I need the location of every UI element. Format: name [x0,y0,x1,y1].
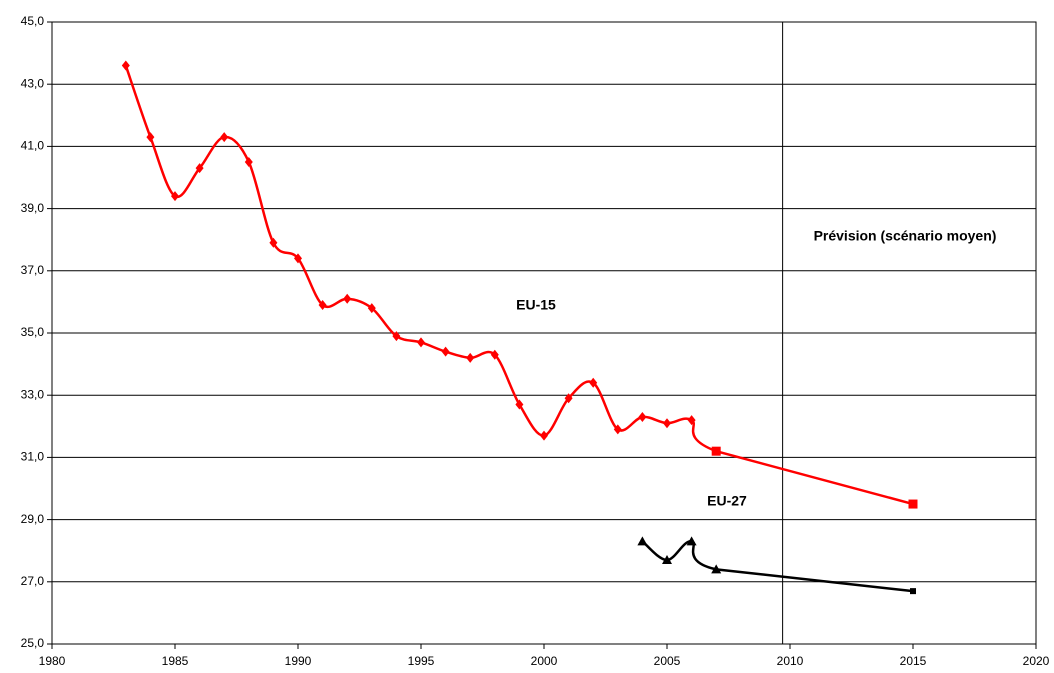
marker [910,588,916,595]
y-tick-label: 27,0 [21,574,45,588]
y-tick-label: 45,0 [21,14,45,28]
y-tick-label: 37,0 [21,263,45,277]
marker [637,536,648,546]
marker [294,253,302,264]
x-tick-label: 1990 [285,654,312,668]
marker [367,303,376,314]
x-tick-label: 1985 [162,654,189,668]
y-tick-label: 43,0 [21,76,45,90]
marker [146,132,155,143]
y-tick-label: 25,0 [21,636,45,650]
marker [392,331,401,342]
marker [244,156,253,167]
x-tick-label: 2000 [531,654,558,668]
marker [686,536,697,546]
marker [121,60,130,71]
marker [589,377,598,388]
marker [490,349,499,360]
marker [466,352,475,363]
x-tick-label: 2015 [900,654,927,668]
marker [540,430,548,441]
marker [663,418,671,429]
marker [638,411,647,422]
marker [171,191,179,202]
y-tick-label: 31,0 [21,450,45,464]
marker [269,237,278,248]
x-tick-label: 2005 [654,654,681,668]
series-line [641,540,914,593]
marker [564,393,573,404]
marker [711,564,722,574]
marker [662,555,672,565]
marker [417,337,425,348]
marker [343,293,352,304]
series-label: EU-27 [707,493,747,509]
marker [515,399,524,410]
y-tick-label: 33,0 [21,387,45,401]
marker [613,424,622,435]
y-tick-label: 35,0 [21,325,45,339]
series-line [124,65,914,506]
y-tick-label: 29,0 [21,512,45,526]
marker [318,300,327,311]
x-tick-label: 2010 [777,654,804,668]
marker [711,446,721,456]
series-label: EU-15 [516,297,556,313]
plot-frame [51,21,1037,645]
marker [908,499,918,509]
annotation: Prévision (scénario moyen) [814,228,997,244]
marker [441,346,450,357]
y-tick-label: 39,0 [21,201,45,215]
x-tick-label: 1980 [39,654,66,668]
x-tick-label: 1995 [408,654,435,668]
x-tick-label: 2020 [1023,654,1050,668]
marker [220,132,229,143]
marker [687,415,696,426]
marker [195,163,204,174]
y-tick-label: 41,0 [21,139,45,153]
